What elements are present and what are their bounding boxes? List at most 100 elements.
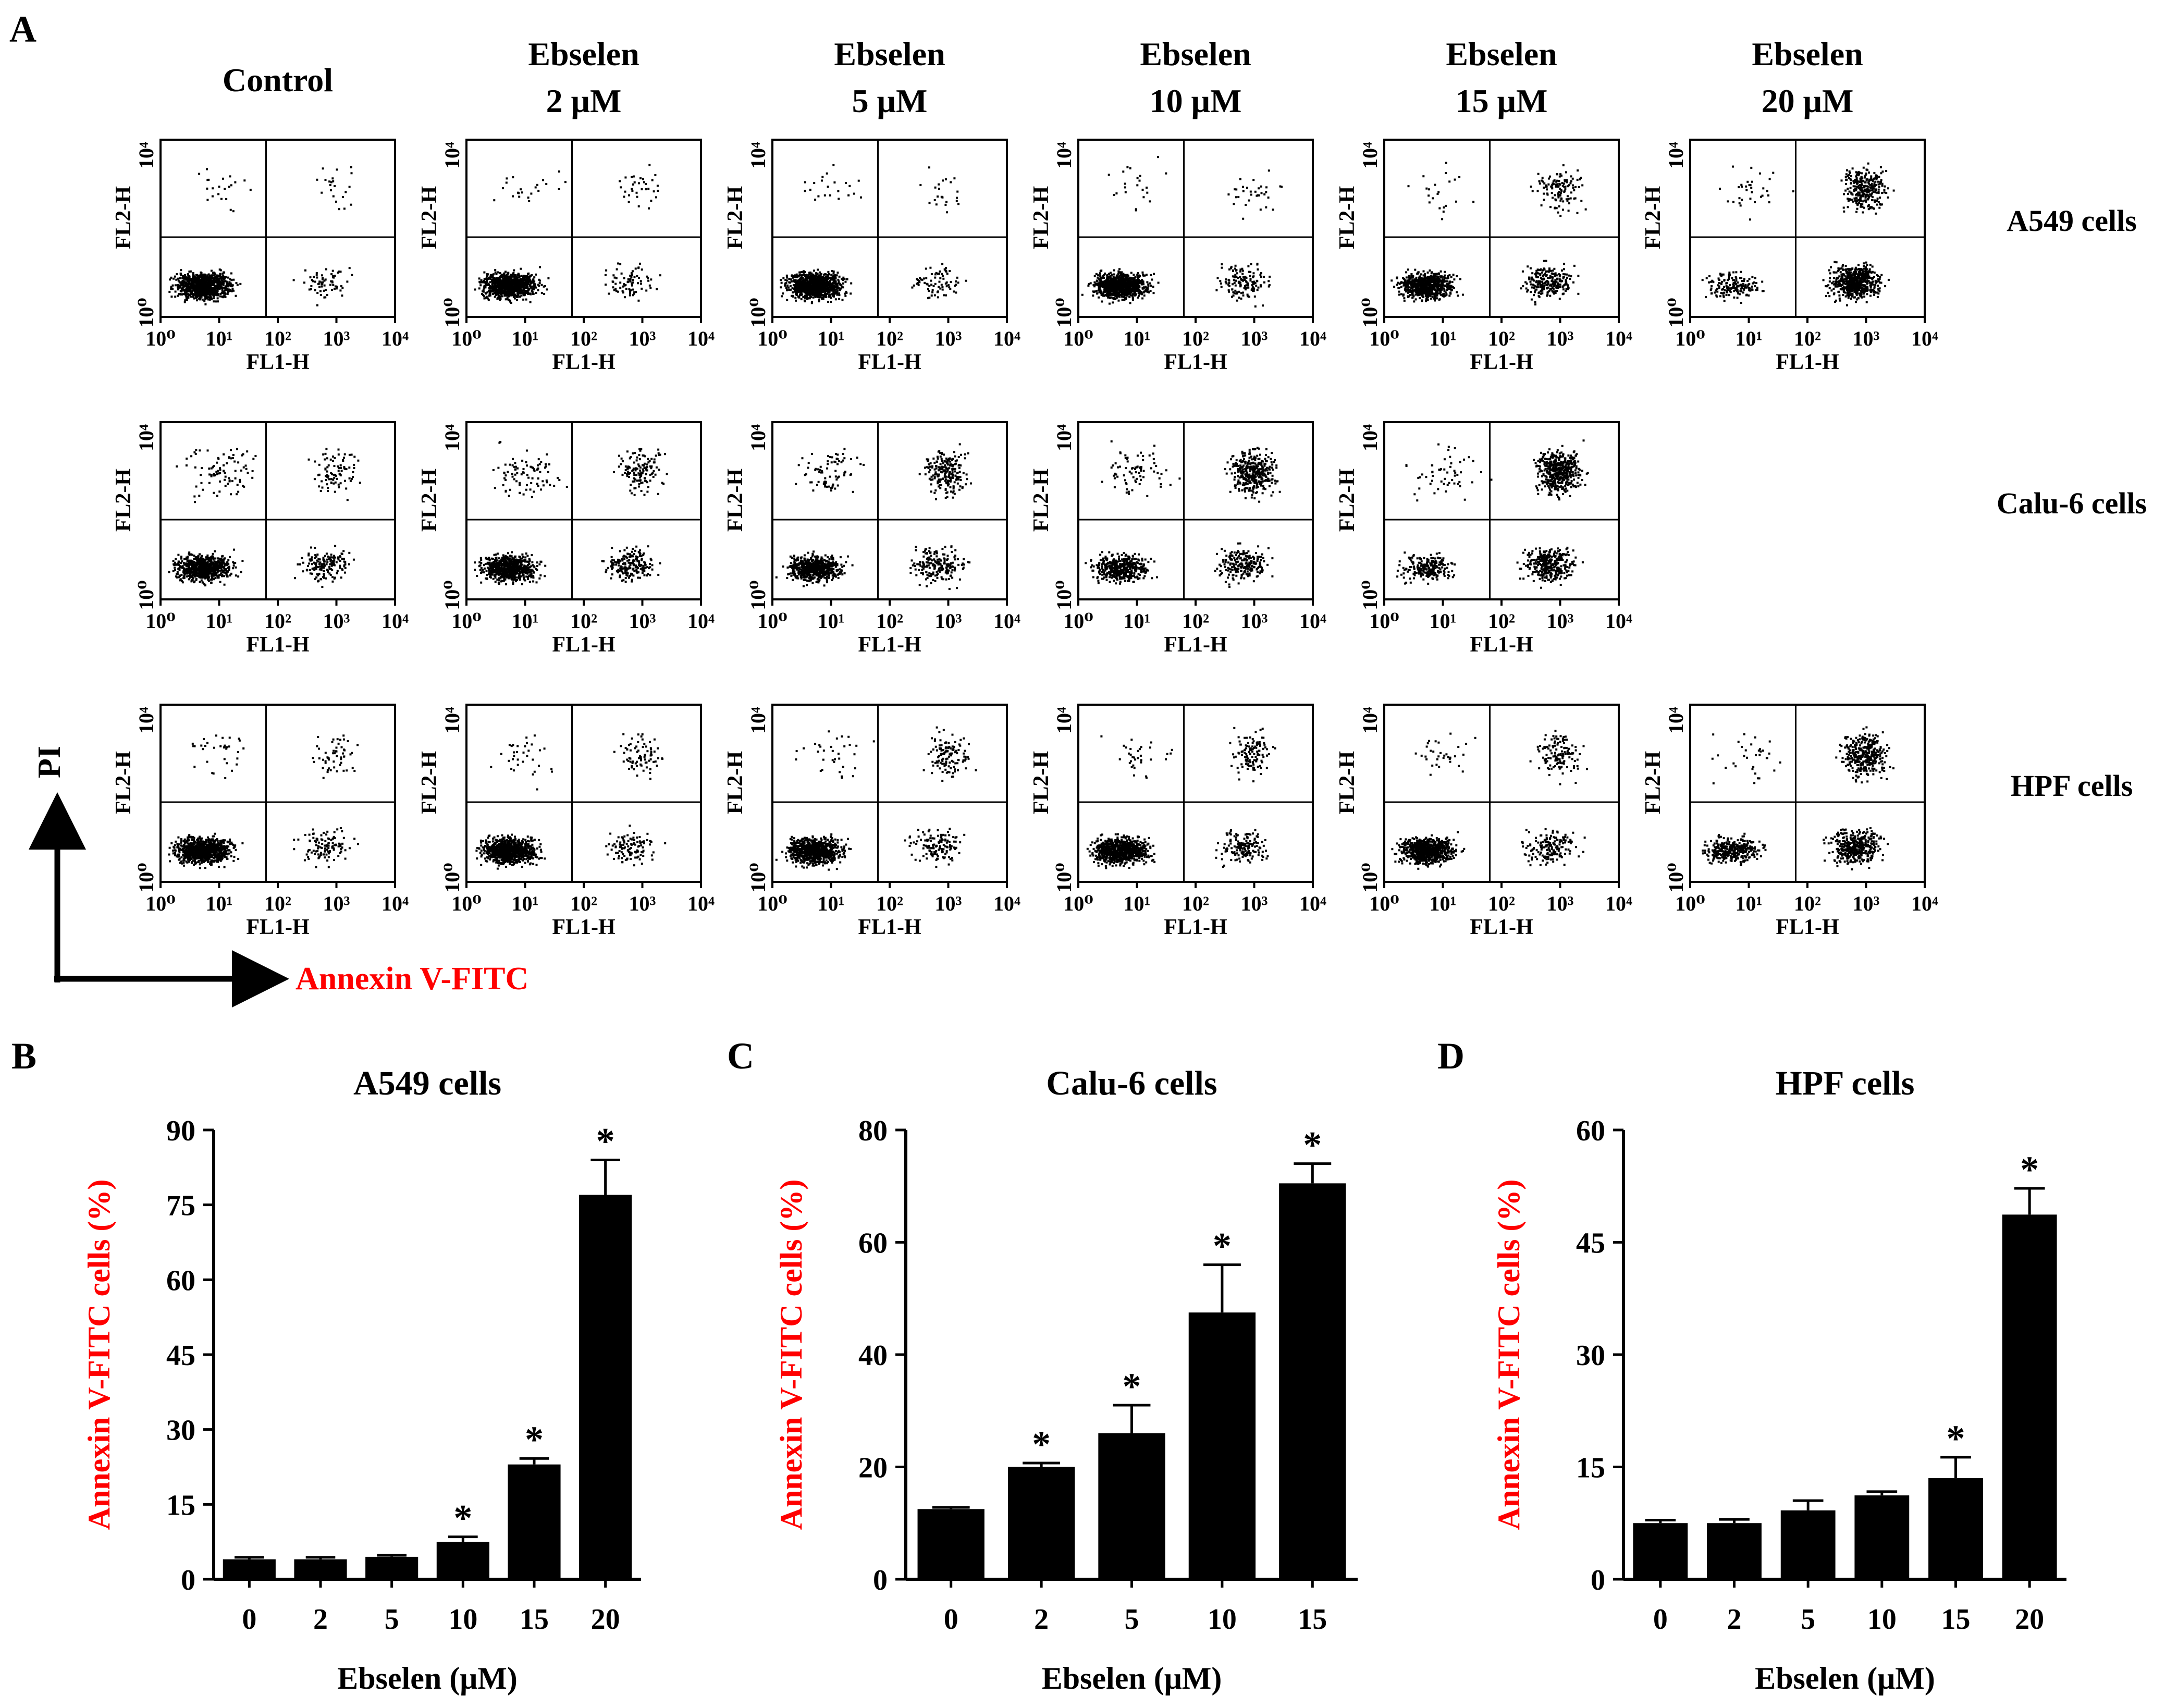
dot (934, 282, 937, 285)
dot (508, 280, 511, 282)
dot (1119, 290, 1122, 293)
dot (530, 192, 533, 195)
dot (182, 289, 184, 291)
dot (498, 282, 501, 284)
dot (304, 269, 306, 272)
dot (323, 279, 326, 282)
dot (1129, 290, 1131, 293)
dot (222, 292, 224, 294)
dot (1106, 286, 1109, 289)
dot (1113, 278, 1115, 280)
dot (1131, 278, 1134, 280)
dot (1108, 302, 1111, 305)
dot (911, 286, 914, 289)
dot (829, 194, 831, 196)
dot (1135, 293, 1137, 296)
dot (1438, 277, 1441, 280)
dot (1260, 272, 1262, 274)
dot (187, 281, 190, 284)
dot (493, 289, 495, 291)
dot (640, 282, 642, 285)
dot (324, 278, 327, 281)
dot (184, 292, 187, 294)
dot (506, 290, 509, 292)
dot (847, 194, 850, 196)
dot (292, 279, 295, 281)
dot (220, 277, 223, 280)
column-label: Ebselen (528, 35, 639, 72)
dot (512, 272, 515, 274)
dot (502, 292, 504, 294)
dot (186, 279, 189, 282)
dot (190, 287, 192, 289)
dot (639, 177, 642, 180)
dot (215, 300, 217, 303)
dot (1103, 276, 1105, 279)
dot (637, 205, 640, 207)
dot (521, 191, 523, 194)
dot (1250, 193, 1252, 196)
dot (521, 290, 524, 293)
dot (545, 182, 548, 185)
dot (509, 286, 511, 288)
dot (1140, 281, 1143, 284)
dot (786, 299, 789, 301)
dot (1136, 274, 1139, 276)
dot (223, 276, 225, 278)
dot (1145, 274, 1148, 276)
dot (179, 281, 181, 284)
dot (826, 292, 829, 295)
dot (1117, 293, 1119, 296)
dot (811, 282, 814, 285)
dot (627, 280, 630, 283)
dot (169, 278, 171, 281)
dot (813, 284, 815, 286)
dot (1138, 288, 1140, 291)
dot (235, 294, 237, 297)
dot (826, 278, 829, 281)
dot (956, 196, 958, 199)
dot (1113, 292, 1116, 294)
dot (798, 274, 801, 276)
dot (177, 294, 179, 297)
dot (509, 289, 511, 292)
panel-letter-b: B (11, 1035, 36, 1077)
dot (1254, 282, 1257, 284)
dot (510, 291, 512, 293)
dot (205, 280, 207, 283)
dot (1141, 279, 1143, 281)
dot (1127, 289, 1130, 291)
dot (1236, 272, 1238, 275)
dot (837, 278, 840, 281)
dot (643, 181, 645, 183)
dot (650, 200, 653, 202)
dot (540, 284, 543, 286)
dot (822, 280, 825, 282)
dot (528, 200, 531, 202)
dot (1239, 276, 1241, 278)
dot (942, 179, 944, 182)
dot (222, 290, 225, 293)
dot (1246, 293, 1249, 296)
dot (806, 284, 808, 287)
dot (1139, 279, 1142, 282)
dot (180, 290, 183, 293)
dot (1251, 284, 1253, 286)
dot (496, 286, 498, 289)
dot (179, 286, 181, 289)
dot (841, 278, 843, 280)
dot (502, 277, 505, 280)
dot (525, 275, 527, 277)
dot (794, 297, 797, 299)
dot (205, 289, 207, 291)
dot (1126, 284, 1129, 287)
dot (647, 277, 649, 279)
dot (483, 278, 486, 280)
dot (804, 288, 806, 291)
dot (486, 273, 488, 275)
dot (1420, 273, 1422, 276)
dot (797, 287, 799, 289)
dot (185, 276, 188, 279)
dot (619, 287, 622, 289)
dot (838, 288, 841, 291)
